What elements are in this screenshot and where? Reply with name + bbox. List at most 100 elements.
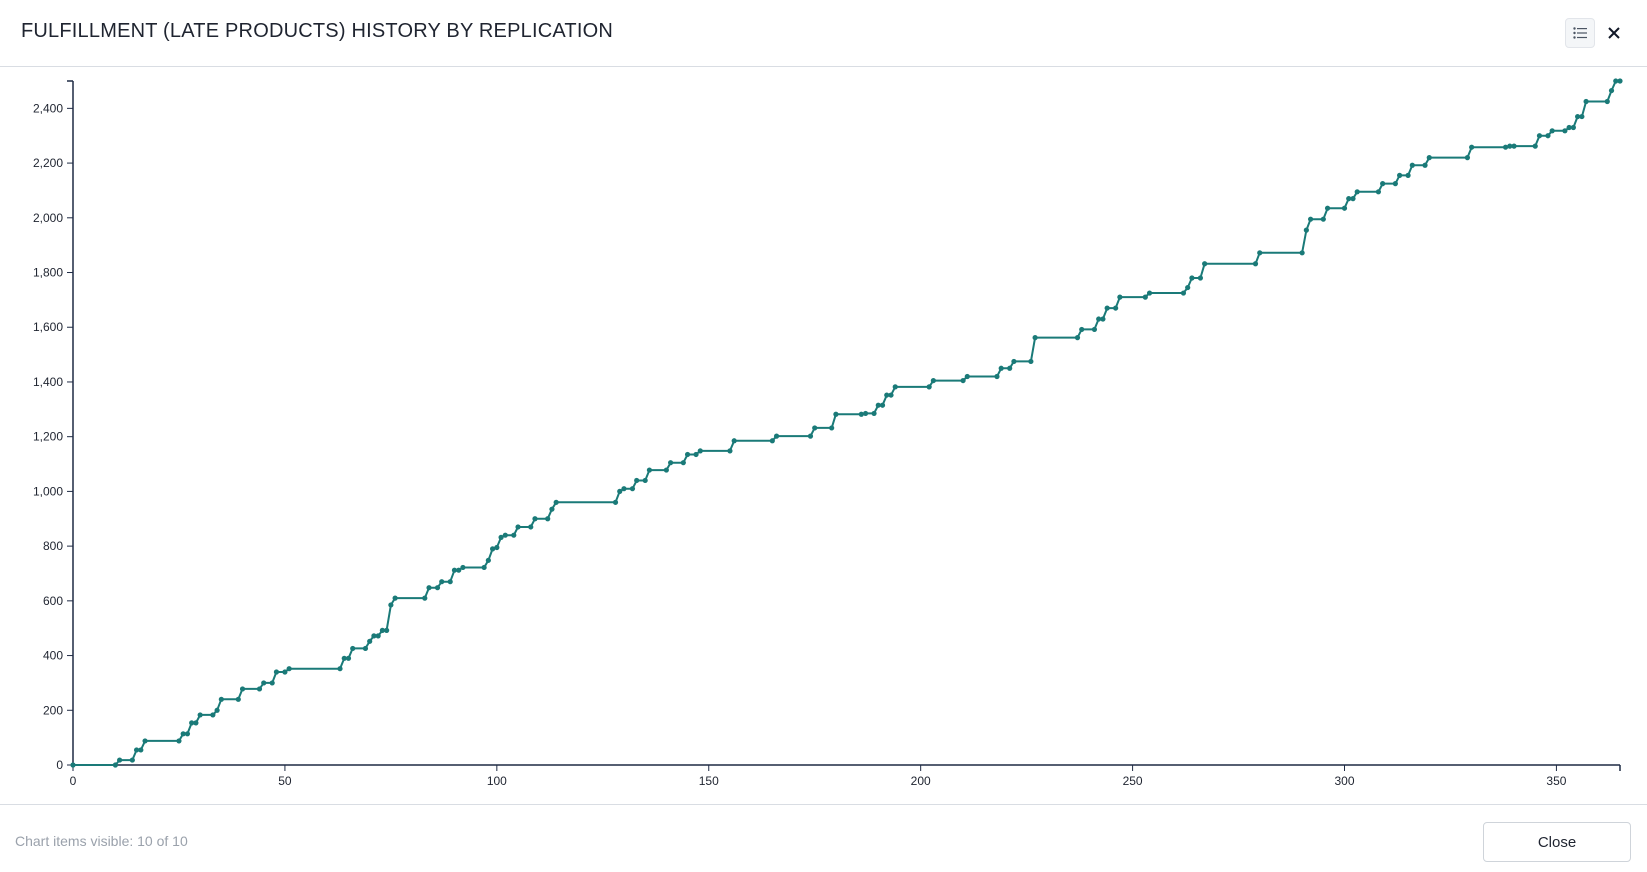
y-tick-label: 1,800 [33,266,63,280]
data-point [1604,98,1610,105]
series-layer [70,78,1623,768]
data-point [621,486,627,492]
data-point [617,488,623,494]
data-point [862,410,869,417]
data-point [481,564,487,571]
data-point [1426,155,1432,161]
data-point [1117,294,1123,300]
data-point [180,731,186,737]
data-point [1007,365,1013,371]
data-point [193,720,199,726]
data-point [434,585,441,591]
data-point [1341,205,1348,211]
data-point [1324,205,1331,211]
data-point [273,669,280,675]
data-point [1469,144,1475,150]
data-point [1375,189,1382,195]
data-point [197,712,203,718]
data-point [1303,227,1309,233]
data-point [439,579,445,585]
data-point [668,460,674,466]
data-point [1380,181,1386,187]
data-point [362,645,369,652]
data-point [1346,196,1352,202]
data-point [256,686,263,692]
y-tick-label: 2,400 [33,101,63,115]
close-dialog-button[interactable] [1602,18,1626,48]
data-point [1257,250,1263,256]
data-point [892,384,898,390]
dialog-header: FULFILLMENT (LATE PRODUCTS) HISTORY BY R… [0,0,1647,67]
data-point [456,567,462,573]
x-tick-label: 350 [1546,774,1566,788]
y-tick-label: 1,200 [33,430,63,444]
data-point [884,392,890,398]
x-axis: 0 50 100 150 200 250 300 350 [70,764,1621,788]
data-point [515,524,521,530]
data-point [998,365,1004,371]
x-tick-label: 250 [1123,774,1143,788]
data-point [133,747,140,753]
data-point [612,499,619,505]
y-tick-label: 400 [43,649,63,663]
data-point [1252,261,1259,267]
data-point [451,567,458,573]
data-point [769,438,775,444]
y-tick-label: 600 [43,594,63,608]
data-point [367,638,373,644]
data-point [239,686,246,692]
data-point [960,377,966,384]
data-point [553,499,559,505]
data-point [1104,305,1110,311]
data-point [731,438,737,444]
data-point [447,579,453,585]
data-point [189,720,195,726]
data-point [388,602,394,608]
data-point [129,757,135,763]
data-point [545,516,551,522]
legend-toggle-button[interactable] [1565,18,1595,48]
data-point [1180,290,1187,296]
data-point [489,546,496,552]
data-point [1617,78,1623,84]
data-point [1091,326,1098,333]
data-point [1570,124,1576,131]
list-icon [1573,27,1587,39]
data-point [1511,143,1517,149]
data-point [1197,275,1204,281]
data-point [532,516,538,522]
data-point [1202,261,1208,267]
x-tick-label: 0 [70,774,77,788]
data-point [1113,305,1119,311]
dialog-footer: Chart items visible: 10 of 10 Close [0,804,1647,872]
data-point [142,738,148,744]
close-button[interactable]: Close [1483,822,1631,862]
data-point [1608,87,1615,94]
x-tick-label: 150 [699,774,719,788]
data-point [1532,143,1538,149]
data-point [1566,124,1572,131]
data-point [930,377,936,384]
data-point [634,477,640,484]
data-point [1464,155,1471,161]
close-icon [1608,27,1620,39]
x-tick-label: 100 [487,774,507,788]
data-point [1079,326,1085,333]
data-point [1299,250,1305,256]
data-point [117,757,123,763]
data-point [829,425,835,431]
data-point [184,731,191,737]
data-point [1308,216,1314,222]
data-point [1350,196,1356,202]
x-tick-label: 200 [911,774,931,788]
data-point [858,411,864,417]
data-point [371,633,377,639]
chart-items-status: Chart items visible: 10 of 10 [15,833,188,849]
data-point [1354,189,1360,195]
data-point [286,666,292,672]
data-point [1185,284,1191,291]
data-point [1142,294,1148,300]
data-point [833,411,839,417]
data-point [460,564,466,571]
data-point [350,645,356,652]
